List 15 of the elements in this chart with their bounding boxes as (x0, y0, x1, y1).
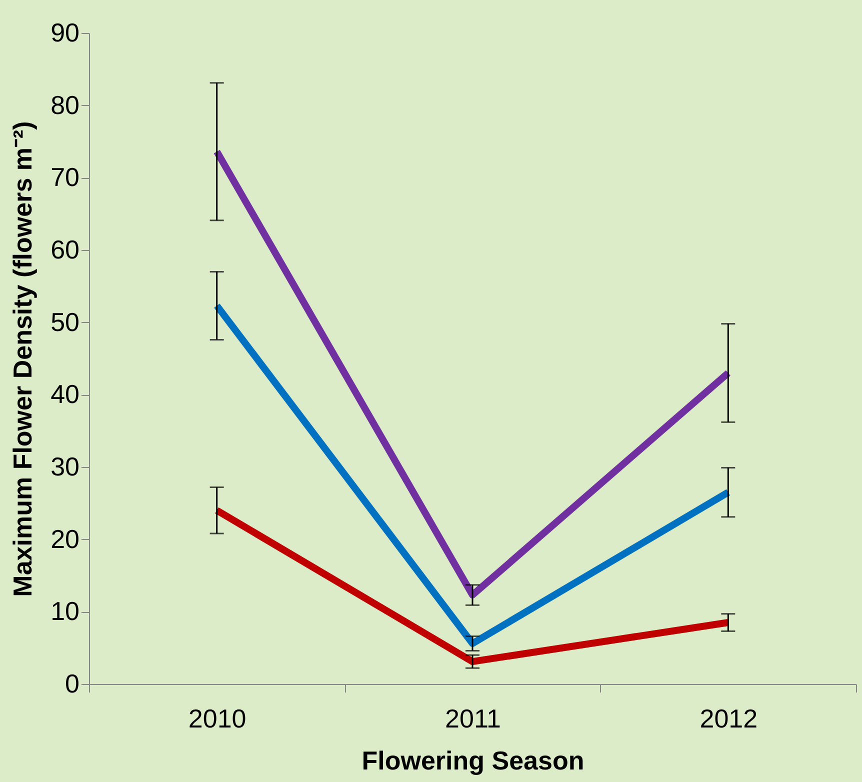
x-tick-label: 2012 (700, 704, 758, 734)
y-tick-label: 50 (50, 306, 80, 337)
y-tick-label: 60 (50, 234, 80, 264)
x-tick-label: 2010 (188, 704, 246, 734)
y-tick-label: 30 (50, 452, 80, 482)
y-tick-label: 40 (50, 379, 80, 410)
y-tick-label: 10 (50, 596, 80, 626)
x-axis-title: Flowering Season (362, 746, 584, 776)
y-tick-label: 80 (50, 90, 80, 120)
x-tick-label: 2011 (445, 704, 501, 734)
y-axis-title: Maximum Flower Density (flowers m⁻²) (8, 121, 38, 597)
y-tick-label: 70 (50, 162, 80, 192)
y-tick-label: 90 (50, 18, 80, 48)
y-tick-label: 20 (50, 524, 80, 554)
y-tick-label: 0 (65, 668, 80, 698)
